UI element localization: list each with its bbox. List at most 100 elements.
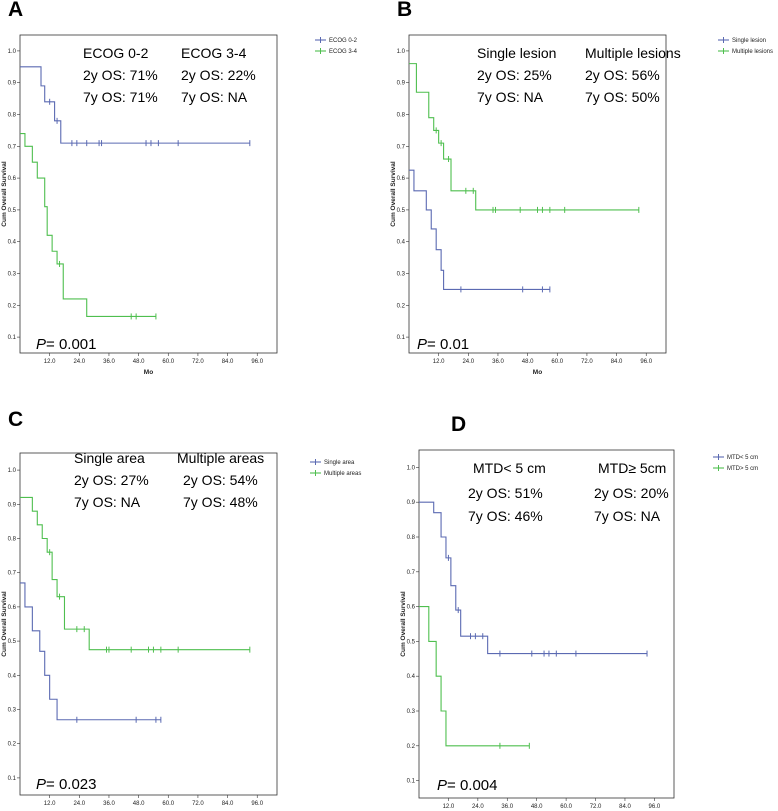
x-tick-label: 84.0 <box>222 801 234 807</box>
p-prefix: P <box>437 777 448 794</box>
panel-d: 0.1 0.2 0.3 0.4 0.5 0.6 0.7 0.8 0.9 1.0 12.0 24.0 36… <box>389 405 778 810</box>
y-tick-label: 0.6 <box>8 605 17 611</box>
x-tick-label: 84.0 <box>619 804 631 810</box>
series2-title: MTD≥ 5cm <box>598 460 667 476</box>
plot-frame <box>418 449 675 799</box>
km-plot: 0.1 0.2 0.3 0.4 0.5 0.6 0.7 0.8 0.9 1.0 12.0 24.0 36… <box>1 452 361 807</box>
y-tick-label: 0.9 <box>8 81 17 87</box>
x-tick-label: 36.0 <box>492 359 504 365</box>
y-tick-label: 0.6 <box>407 605 416 611</box>
y-axis-title: Cum Overall Survival <box>1 161 8 227</box>
p-value-text: = 0.01 <box>427 336 470 353</box>
y-tick-label: 0.3 <box>407 709 416 715</box>
x-tick-label: 36.0 <box>103 801 115 807</box>
y-tick-label: 0.9 <box>397 81 406 87</box>
legend-label: MTD> 5 cm <box>727 466 758 472</box>
x-tick-label: 24.0 <box>73 801 85 807</box>
y-tick-label: 0.5 <box>8 208 17 214</box>
x-tick-label: 12.0 <box>44 359 56 365</box>
x-tick-label: 96.0 <box>251 801 263 807</box>
plot-frame <box>19 34 278 354</box>
series1-2y-os: 2y OS: 71% <box>83 67 158 83</box>
series1-2y-os: 2y OS: 25% <box>477 67 552 83</box>
km-plot: 0.1 0.2 0.3 0.4 0.5 0.6 0.7 0.8 0.9 1.0 12.0 24.0 36… <box>390 34 773 376</box>
p-value: P= 0.001 <box>36 336 96 353</box>
x-tick-label: 72.0 <box>192 359 204 365</box>
p-value-text: = 0.004 <box>447 777 498 794</box>
series2-7y-os: 7y OS: 48% <box>183 494 258 510</box>
y-tick-label: 0.2 <box>407 744 416 750</box>
series2-2y-os: 2y OS: 20% <box>594 485 669 501</box>
series-line-2 <box>20 133 156 317</box>
x-tick-label: 60.0 <box>551 359 563 365</box>
x-tick-label: 96.0 <box>251 359 263 365</box>
y-tick-label: 0.7 <box>397 144 406 150</box>
series2-2y-os: 2y OS: 54% <box>183 472 258 488</box>
p-value-text: = 0.023 <box>46 776 97 793</box>
legend-label: Single area <box>324 460 355 466</box>
series2-7y-os: 7y OS: NA <box>594 508 661 524</box>
y-tick-label: 0.1 <box>407 779 416 785</box>
series1-7y-os: 7y OS: 46% <box>468 508 543 524</box>
x-tick-label: 36.0 <box>103 359 115 365</box>
y-tick-label: 0.1 <box>8 335 17 341</box>
y-tick-label: 0.2 <box>8 303 17 309</box>
y-tick-label: 0.8 <box>407 535 416 541</box>
x-tick-label: 48.0 <box>133 801 145 807</box>
y-tick-label: 1.0 <box>8 49 17 55</box>
series1-title: Single area <box>74 450 145 466</box>
series1-2y-os: 2y OS: 51% <box>468 485 543 501</box>
x-tick-label: 24.0 <box>472 804 484 810</box>
x-tick-label: 48.0 <box>531 804 543 810</box>
y-tick-label: 0.8 <box>8 537 17 543</box>
series2-2y-os: 2y OS: 56% <box>585 67 660 83</box>
legend-label: MTD< 5 cm <box>727 455 758 461</box>
series1-7y-os: 7y OS: 71% <box>83 89 158 105</box>
series1-7y-os: 7y OS: NA <box>477 89 544 105</box>
p-value-text: = 0.001 <box>46 336 97 353</box>
y-tick-label: 0.1 <box>8 776 17 782</box>
series1-7y-os: 7y OS: NA <box>74 494 141 510</box>
series2-7y-os: 7y OS: 50% <box>585 89 660 105</box>
x-tick-label: 60.0 <box>162 359 174 365</box>
y-tick-label: 0.5 <box>407 639 416 645</box>
x-tick-label: 60.0 <box>162 801 174 807</box>
x-tick-label: 24.0 <box>462 359 474 365</box>
y-tick-label: 0.7 <box>8 571 17 577</box>
panel-a: 0.1 0.2 0.3 0.4 0.5 0.6 0.7 0.8 0.9 1.0 12.0 24.0 36… <box>0 0 389 405</box>
panel-label: C <box>8 408 24 431</box>
x-tick-label: 36.0 <box>501 804 513 810</box>
x-tick-label: 96.0 <box>649 804 661 810</box>
series1-2y-os: 2y OS: 27% <box>74 472 149 488</box>
y-tick-label: 1.0 <box>397 49 406 55</box>
legend-label: Multiple lesions <box>732 49 773 55</box>
series2-title: Multiple lesions <box>585 45 681 61</box>
x-axis-title: Mo <box>533 369 542 376</box>
y-tick-label: 0.2 <box>8 742 17 748</box>
legend-label: ECOG 0-2 <box>329 38 358 44</box>
y-tick-label: 0.5 <box>397 208 406 214</box>
legend-label: Single lesion <box>732 38 766 44</box>
series1-title: MTD< 5 cm <box>473 460 546 476</box>
panel-c: 0.1 0.2 0.3 0.4 0.5 0.6 0.7 0.8 0.9 1.0 12.0 24.0 36… <box>0 405 389 810</box>
series1-title: ECOG 0-2 <box>83 45 149 61</box>
y-tick-label: 0.9 <box>8 502 17 508</box>
x-tick-label: 96.0 <box>640 359 652 365</box>
legend-label: Multiple areas <box>324 471 361 477</box>
x-tick-label: 12.0 <box>443 804 455 810</box>
y-tick-label: 0.5 <box>8 639 17 645</box>
series2-7y-os: 7y OS: NA <box>181 89 248 105</box>
y-tick-label: 0.3 <box>397 272 406 278</box>
panel-b: 0.1 0.2 0.3 0.4 0.5 0.6 0.7 0.8 0.9 1.0 12.0 24.0 36… <box>389 0 778 405</box>
y-tick-label: 1.0 <box>407 465 416 471</box>
series-line-2 <box>409 63 639 211</box>
legend-label: ECOG 3-4 <box>329 49 358 55</box>
series-line-2 <box>20 496 250 651</box>
y-tick-label: 0.4 <box>407 674 416 680</box>
series-line-1 <box>419 501 648 655</box>
series2-title: ECOG 3-4 <box>181 45 247 61</box>
y-tick-label: 1.0 <box>8 468 17 474</box>
y-axis-title: Cum Overall Survival <box>1 591 8 657</box>
y-tick-label: 0.3 <box>8 708 17 714</box>
p-value: P= 0.023 <box>36 776 96 793</box>
